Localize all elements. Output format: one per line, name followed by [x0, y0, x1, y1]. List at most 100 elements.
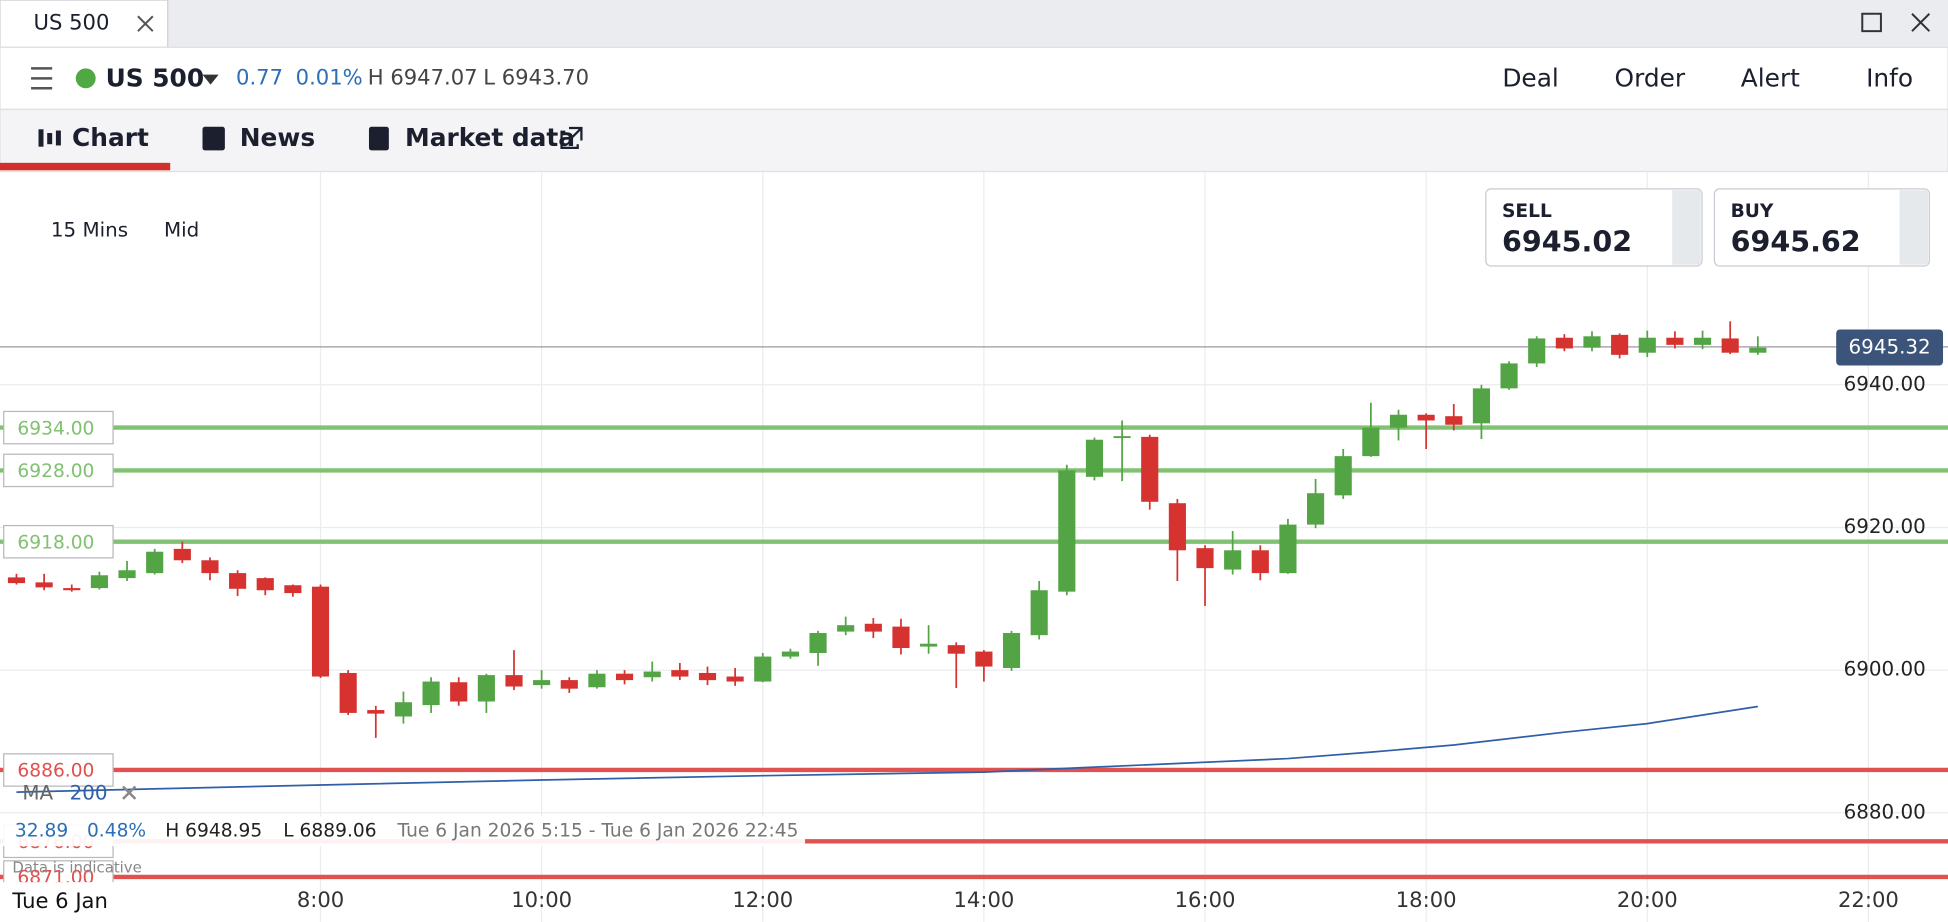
change-pct: 0.01% [296, 64, 363, 89]
candle-body [560, 680, 578, 689]
x-tick-label: 22:00 [1838, 887, 1899, 912]
candle-body [892, 626, 910, 649]
candle-body [505, 675, 523, 687]
summary-range: Tue 6 Jan 2026 5:15 - Tue 6 Jan 2026 22:… [397, 821, 799, 842]
candle-body [837, 625, 855, 632]
candle-body [1307, 493, 1325, 525]
candle-body [726, 676, 744, 682]
news-icon [202, 126, 225, 151]
tab[interactable] [0, 0, 169, 48]
current-price-label: 6945.32 [1849, 336, 1931, 359]
close-window[interactable] [1911, 13, 1931, 32]
action[interactable]: Order [1615, 64, 1686, 93]
candle-body [256, 578, 274, 591]
close-tab[interactable] [137, 15, 154, 32]
tab-title: US 500 [34, 10, 110, 35]
candle-body [367, 710, 385, 714]
candle-body [146, 551, 164, 574]
sell-label: SELL [1502, 201, 1552, 222]
chart-icon [38, 129, 61, 147]
interval[interactable]: 15 Mins [51, 219, 128, 242]
sell-price: 6945.02 [1502, 225, 1632, 259]
candle-body [311, 586, 330, 677]
candle-body [1334, 456, 1352, 496]
candle-body [1528, 338, 1546, 364]
candle-body [615, 673, 634, 681]
buy-side [1899, 190, 1929, 265]
candle-body [35, 582, 53, 588]
level-label: 6918.00 [17, 532, 94, 553]
candle-body [1141, 436, 1159, 502]
candle-body [1389, 414, 1408, 428]
external-link-icon [560, 126, 583, 150]
y-tick-label: 6920.00 [1844, 515, 1926, 538]
candle-body [809, 633, 827, 654]
y-tick-label: 6940.00 [1844, 372, 1926, 395]
instrument-dropdown[interactable] [202, 74, 219, 85]
current-price-box [1836, 329, 1944, 366]
tab-bar [0, 0, 1948, 48]
candle-body [1611, 334, 1629, 355]
x-tick-label: 16:00 [1175, 887, 1236, 912]
level-label: 6886.00 [17, 761, 94, 782]
y-tick-label: 6900.00 [1844, 658, 1926, 681]
candle-body [864, 623, 882, 632]
x-tick-label: 18:00 [1396, 887, 1457, 912]
candle-body [90, 575, 108, 589]
maximize[interactable] [1861, 12, 1882, 33]
x-tick-label: 20:00 [1617, 887, 1678, 912]
candle-body [1002, 633, 1021, 668]
view-tab[interactable]: News [240, 123, 315, 152]
candle-body [1251, 550, 1269, 574]
summary-low: L 6889.06 [283, 821, 376, 842]
view-tab[interactable]: Market data [405, 123, 575, 152]
candle-body [1555, 337, 1573, 349]
active-tab-indicator [0, 162, 171, 171]
action[interactable]: Info [1866, 64, 1913, 93]
x-tick-label: 14:00 [953, 887, 1014, 912]
change: 0.77 [236, 64, 283, 89]
candle-body [947, 645, 965, 654]
day-high: H 6947.07 [368, 64, 478, 89]
sell-button[interactable] [1485, 188, 1703, 267]
candle-body [7, 577, 26, 584]
ma-remove [122, 785, 137, 800]
x-tick-label: 8:00 [297, 887, 344, 912]
day-low: L 6943.70 [483, 64, 589, 89]
candle-body [1085, 439, 1104, 477]
levels [0, 346, 1948, 880]
candle-body [1749, 347, 1767, 353]
market-data-icon [368, 126, 389, 151]
candle-body [920, 643, 938, 647]
level-label-box [3, 410, 114, 445]
grid [0, 171, 1948, 922]
level-label-box [3, 753, 114, 787]
view-tab[interactable]: Chart [72, 123, 149, 152]
header [0, 46, 1948, 111]
level-label-box [3, 524, 114, 559]
buy-label: BUY [1731, 201, 1774, 222]
candle-body [643, 671, 661, 678]
ma-period: 200 [70, 781, 108, 804]
sell-side [1672, 190, 1701, 265]
action[interactable]: Alert [1741, 64, 1800, 93]
candle-body [1693, 337, 1712, 345]
instrument[interactable]: US 500 [106, 64, 205, 93]
candle-body [1030, 590, 1048, 636]
ma-name: MA [22, 781, 53, 804]
menu[interactable] [31, 67, 53, 90]
price-type[interactable]: Mid [164, 219, 199, 242]
market-status [75, 68, 96, 89]
candle-body [229, 573, 247, 589]
candle-body [588, 673, 606, 688]
candle-body [1721, 338, 1739, 353]
candle-body [1196, 548, 1214, 569]
action[interactable]: Deal [1502, 64, 1559, 93]
candle-body [201, 560, 219, 574]
summary-change: 32.89 [15, 821, 68, 842]
level-label: 6934.00 [17, 418, 94, 439]
candle-body [698, 672, 717, 681]
buy-button[interactable] [1713, 188, 1930, 267]
